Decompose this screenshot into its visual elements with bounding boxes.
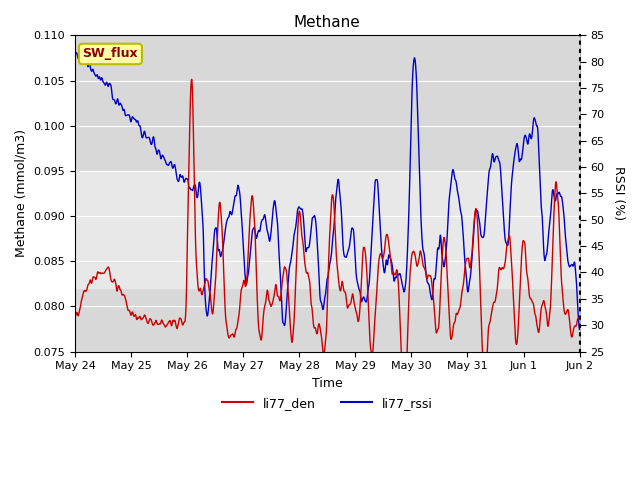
- Y-axis label: Methane (mmol/m3): Methane (mmol/m3): [15, 130, 28, 257]
- Legend: li77_den, li77_rssi: li77_den, li77_rssi: [217, 392, 438, 415]
- X-axis label: Time: Time: [312, 377, 342, 390]
- Y-axis label: RSSI (%): RSSI (%): [612, 167, 625, 220]
- Text: SW_flux: SW_flux: [83, 48, 138, 60]
- Bar: [75, 171, 580, 288]
- Title: Methane: Methane: [294, 15, 361, 30]
